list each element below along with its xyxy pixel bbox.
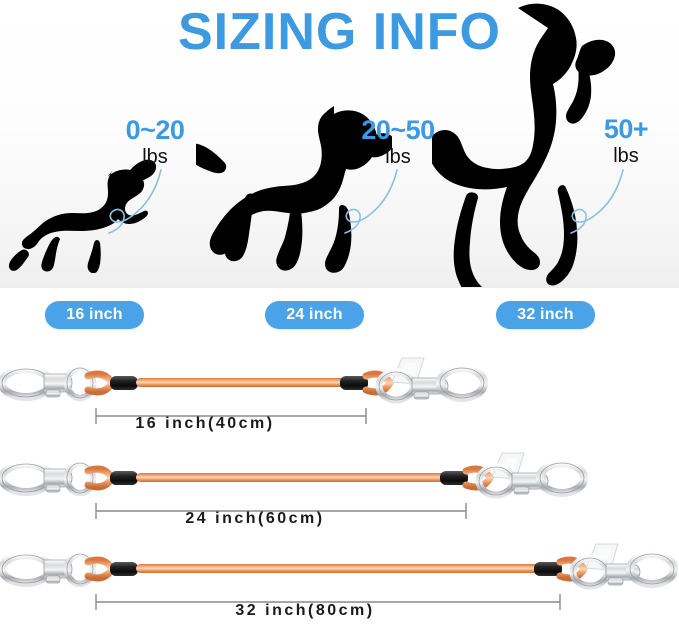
right-cable-sleeve <box>440 471 468 485</box>
weight-value: 0~20 <box>125 115 185 145</box>
dimension-label-16inch: 16 inch(40cm) <box>135 415 275 432</box>
size-badge-16[interactable]: 16 inch <box>45 301 144 329</box>
large-dog-silhouette <box>432 3 616 287</box>
left-swivel-ring <box>63 459 97 497</box>
leash-illustration-24inch <box>0 452 588 519</box>
dimension-label-32inch: 32 inch(80cm) <box>235 602 375 619</box>
size-badge-32[interactable]: 32 inch <box>496 301 595 329</box>
leash-row-16inch <box>0 352 679 444</box>
weight-unit: lbs <box>613 145 639 167</box>
weight-callout-medium: 20~50 lbs <box>343 115 453 168</box>
left-cable-sleeve <box>110 376 138 390</box>
leash-row-24inch <box>0 447 679 539</box>
page-title-text: SIZING INFO <box>178 3 501 61</box>
right-cable-sleeve <box>340 376 368 390</box>
orange-cable <box>136 473 448 482</box>
left-swivel-ring <box>63 364 97 402</box>
leash-illustration-16inch <box>0 357 488 424</box>
right-cable-sleeve <box>534 562 562 576</box>
dimension-label-24inch: 24 inch(60cm) <box>185 510 325 527</box>
size-badge-label: 16 inch <box>66 306 123 323</box>
plastic-tag <box>491 452 525 480</box>
weight-value: 50+ <box>603 114 649 144</box>
weight-value: 20~50 <box>361 115 435 145</box>
weight-callout-large: 50+ lbs <box>588 114 664 167</box>
right-snap-hook <box>411 364 488 402</box>
orange-cable <box>136 378 348 387</box>
right-snap-hook <box>511 459 588 497</box>
dimension-line <box>95 408 367 424</box>
weight-unit: lbs <box>385 146 411 168</box>
left-snap-hook <box>0 460 73 496</box>
size-badge-label: 32 inch <box>517 306 574 323</box>
top-panel: SIZING INFO 0~20 lbs <box>0 0 679 288</box>
leash-row-32inch <box>0 538 679 631</box>
dimension-line <box>95 594 561 610</box>
right-snap-hook <box>605 550 678 588</box>
small-dog-silhouette <box>8 159 157 273</box>
page-title: SIZING INFO <box>0 6 679 58</box>
left-snap-hook <box>0 365 73 401</box>
leash-illustration-32inch <box>0 543 678 610</box>
left-cable-sleeve <box>110 562 138 576</box>
weight-unit: lbs <box>142 146 168 168</box>
orange-cable <box>136 564 542 573</box>
left-swivel-ring <box>63 550 97 588</box>
size-badge-24[interactable]: 24 inch <box>265 301 364 329</box>
left-cable-sleeve <box>110 471 138 485</box>
left-snap-hook <box>0 551 73 587</box>
plastic-tag <box>391 357 425 385</box>
size-badge-label: 24 inch <box>286 306 343 323</box>
dimension-line <box>95 503 467 519</box>
weight-callout-small: 0~20 lbs <box>108 115 202 168</box>
